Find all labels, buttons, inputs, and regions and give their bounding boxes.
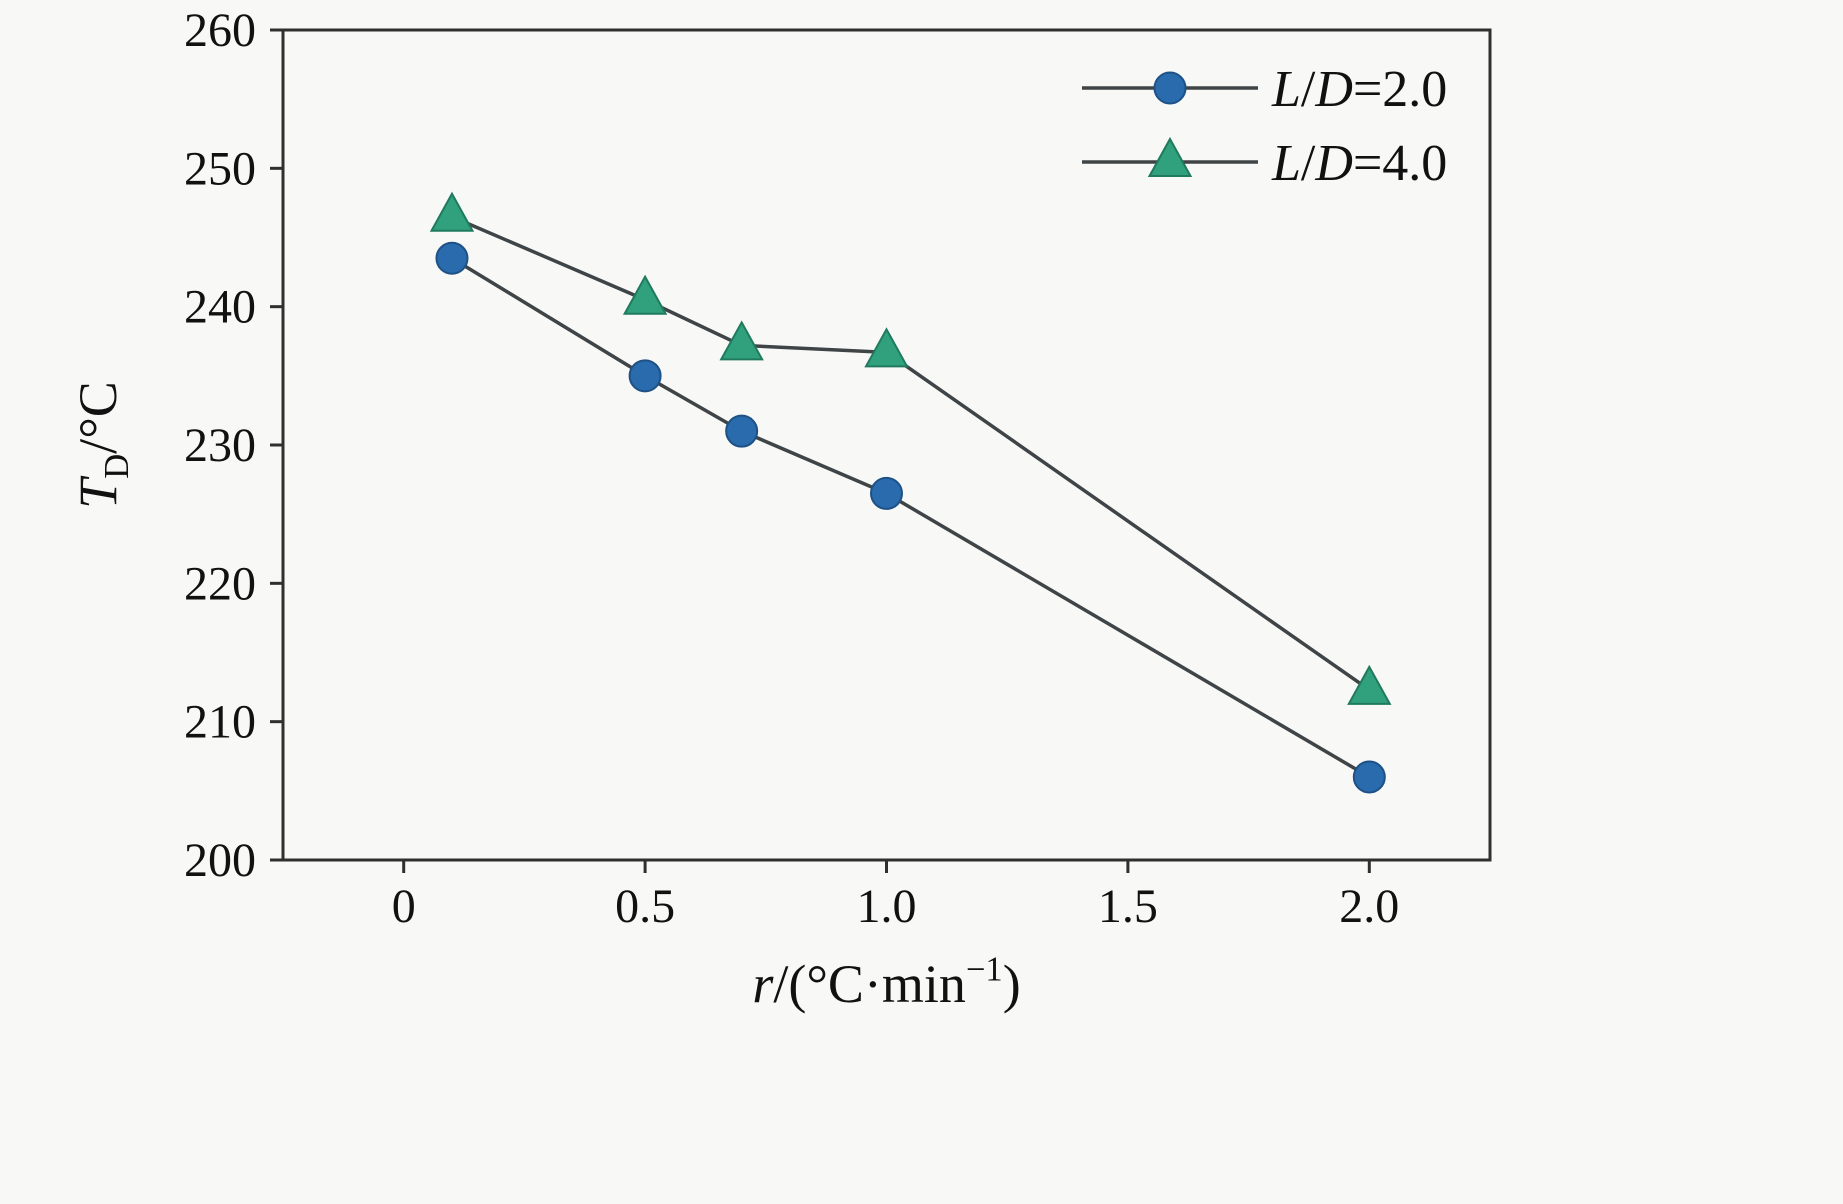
- series-ld-2-0: [435, 241, 1386, 794]
- data-point-marker-triangle: [429, 191, 475, 232]
- x-tick-label: 0.5: [615, 880, 675, 933]
- y-axis: 200 210 220 230 240 250 260: [184, 4, 283, 887]
- y-tick-label: 240: [184, 281, 256, 334]
- data-point-marker-circle: [725, 414, 759, 448]
- x-tick-label: 2.0: [1339, 880, 1399, 933]
- y-tick-label: 230: [184, 419, 256, 472]
- y-tick-label: 260: [184, 4, 256, 57]
- legend-label: L/D=4.0: [1271, 135, 1447, 192]
- legend: L/D=2.0 L/D=4.0: [1082, 61, 1447, 192]
- data-point-marker-circle: [870, 476, 903, 510]
- y-tick-label: 250: [184, 142, 256, 195]
- data-point-marker-circle: [1352, 760, 1386, 794]
- data-point-marker-triangle: [1147, 136, 1193, 177]
- data-point-marker-triangle: [719, 320, 764, 361]
- x-tick-label: 0: [392, 880, 416, 933]
- x-axis: 0 0.5 1.0 1.5 2.0: [392, 860, 1399, 933]
- series-line: [450, 215, 1372, 692]
- x-tick-label: 1.0: [857, 880, 917, 933]
- y-tick-label: 210: [184, 696, 256, 749]
- data-point-marker-triangle: [622, 274, 668, 315]
- legend-entry: L/D=2.0: [1082, 61, 1447, 118]
- data-point-marker-circle: [628, 359, 662, 393]
- data-point-marker-circle: [1153, 71, 1187, 105]
- data-point-marker-triangle: [864, 327, 909, 368]
- y-tick-label: 220: [184, 557, 256, 610]
- y-tick-label: 200: [184, 834, 256, 887]
- series-line: [450, 256, 1372, 779]
- data-point-marker-triangle: [1347, 664, 1392, 705]
- x-tick-label: 1.5: [1098, 880, 1158, 933]
- data-point-marker-circle: [435, 241, 469, 275]
- legend-entry: L/D=4.0: [1082, 135, 1447, 192]
- y-axis-label: TD/°C: [68, 381, 136, 509]
- legend-label: L/D=2.0: [1271, 61, 1447, 118]
- x-axis-label: r/(°C·min−1): [752, 950, 1020, 1014]
- series-ld-4-0: [429, 191, 1392, 705]
